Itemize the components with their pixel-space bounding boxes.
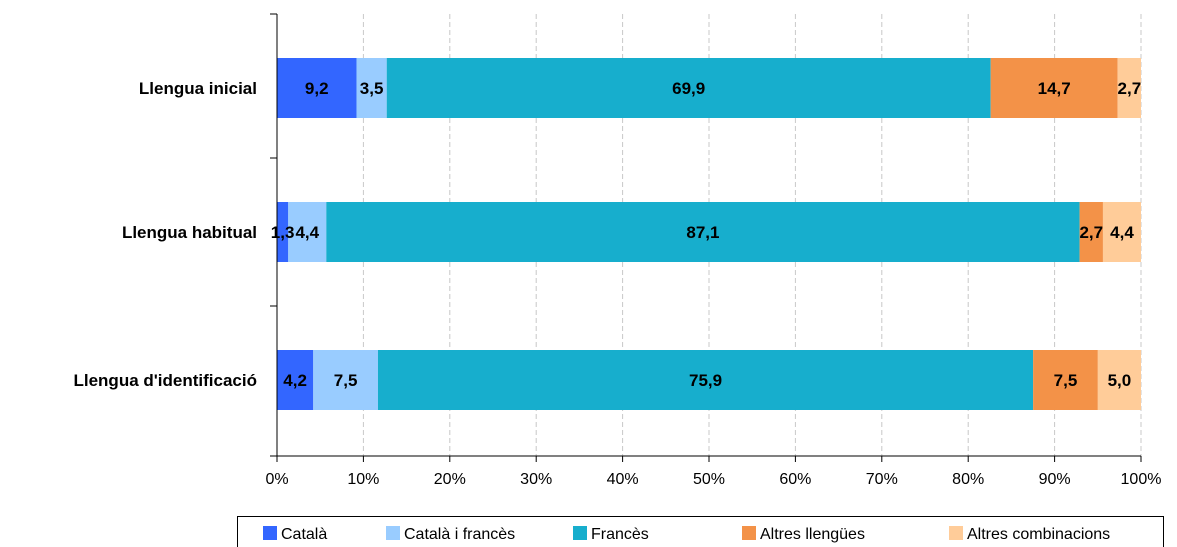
- data-label: 7,5: [334, 371, 358, 390]
- data-label: 9,2: [305, 79, 329, 98]
- data-label: 75,9: [689, 371, 722, 390]
- legend-swatch-catala: [263, 526, 277, 540]
- data-label: 2,7: [1118, 79, 1142, 98]
- bar-segment-catala: [277, 58, 357, 118]
- legend-swatch-altres-combinacions: [949, 526, 963, 540]
- bar-segment-catala: [277, 202, 289, 262]
- legend-swatch-catala-i-frances: [386, 526, 400, 540]
- bar-segment-altres-combinacions: [1097, 350, 1141, 410]
- x-tick-label: 50%: [693, 471, 725, 488]
- bar-segment-catala-i-frances: [356, 58, 387, 118]
- x-tick-label: 10%: [347, 471, 379, 488]
- x-tick-label: 80%: [952, 471, 984, 488]
- data-label: 7,5: [1054, 371, 1078, 390]
- bar-segment-altres-llengues: [1079, 202, 1103, 262]
- legend-label-catala-i-frances: Català i francès: [404, 526, 515, 543]
- bar-segment-catala-i-frances: [288, 202, 327, 262]
- category-label: Llengua inicial: [139, 79, 257, 98]
- data-label: 1,3: [271, 223, 295, 242]
- x-tick-label: 40%: [607, 471, 639, 488]
- bar-segment-catala: [277, 350, 314, 410]
- legend-label-altres-combinacions: Altres combinacions: [967, 526, 1110, 543]
- legend-label-catala: Català: [281, 526, 327, 543]
- legend: Català Català i francès Francès Altres llen…: [237, 516, 1164, 547]
- legend-label-altres-llengues: Altres llengües: [760, 526, 865, 543]
- x-tick-label: 70%: [866, 471, 898, 488]
- x-tick-label: 90%: [1039, 471, 1071, 488]
- data-label: 3,5: [360, 79, 384, 98]
- legend-swatch-altres-llengues: [742, 526, 756, 540]
- bar-segment-altres-combinacions: [1117, 58, 1141, 118]
- bar-segment-altres-llengues: [990, 58, 1118, 118]
- data-label: 87,1: [686, 223, 719, 242]
- data-label: 4,4: [295, 223, 319, 242]
- bar-segment-frances: [377, 350, 1034, 410]
- data-label: 5,0: [1108, 371, 1132, 390]
- legend-label-frances: Francès: [591, 526, 649, 543]
- data-label: 4,2: [283, 371, 307, 390]
- bar-segment-catala-i-frances: [313, 350, 378, 410]
- bar-segment-altres-llengues: [1033, 350, 1098, 410]
- axes: 0% 10% 20% 30% 40% 50% 60% 70% 80% 90% 100%: [265, 13, 1162, 488]
- x-tick-label: 20%: [434, 471, 466, 488]
- legend-swatch-frances: [573, 526, 587, 540]
- data-label: 4,4: [1110, 223, 1134, 242]
- data-label: 2,7: [1079, 223, 1103, 242]
- x-tick-label: 0%: [265, 471, 288, 488]
- category-label: Llengua habitual: [122, 223, 257, 242]
- x-tick-label: 30%: [520, 471, 552, 488]
- category-label: Llengua d'identificació: [73, 371, 257, 390]
- bar-segment-altres-combinacions: [1102, 202, 1141, 262]
- x-tick-label: 100%: [1121, 471, 1162, 488]
- bar-segment-frances: [326, 202, 1080, 262]
- data-label: 14,7: [1038, 79, 1071, 98]
- bar-segment-frances: [386, 58, 991, 118]
- data-label: 69,9: [672, 79, 705, 98]
- bars: [277, 58, 1141, 410]
- x-tick-label: 60%: [779, 471, 811, 488]
